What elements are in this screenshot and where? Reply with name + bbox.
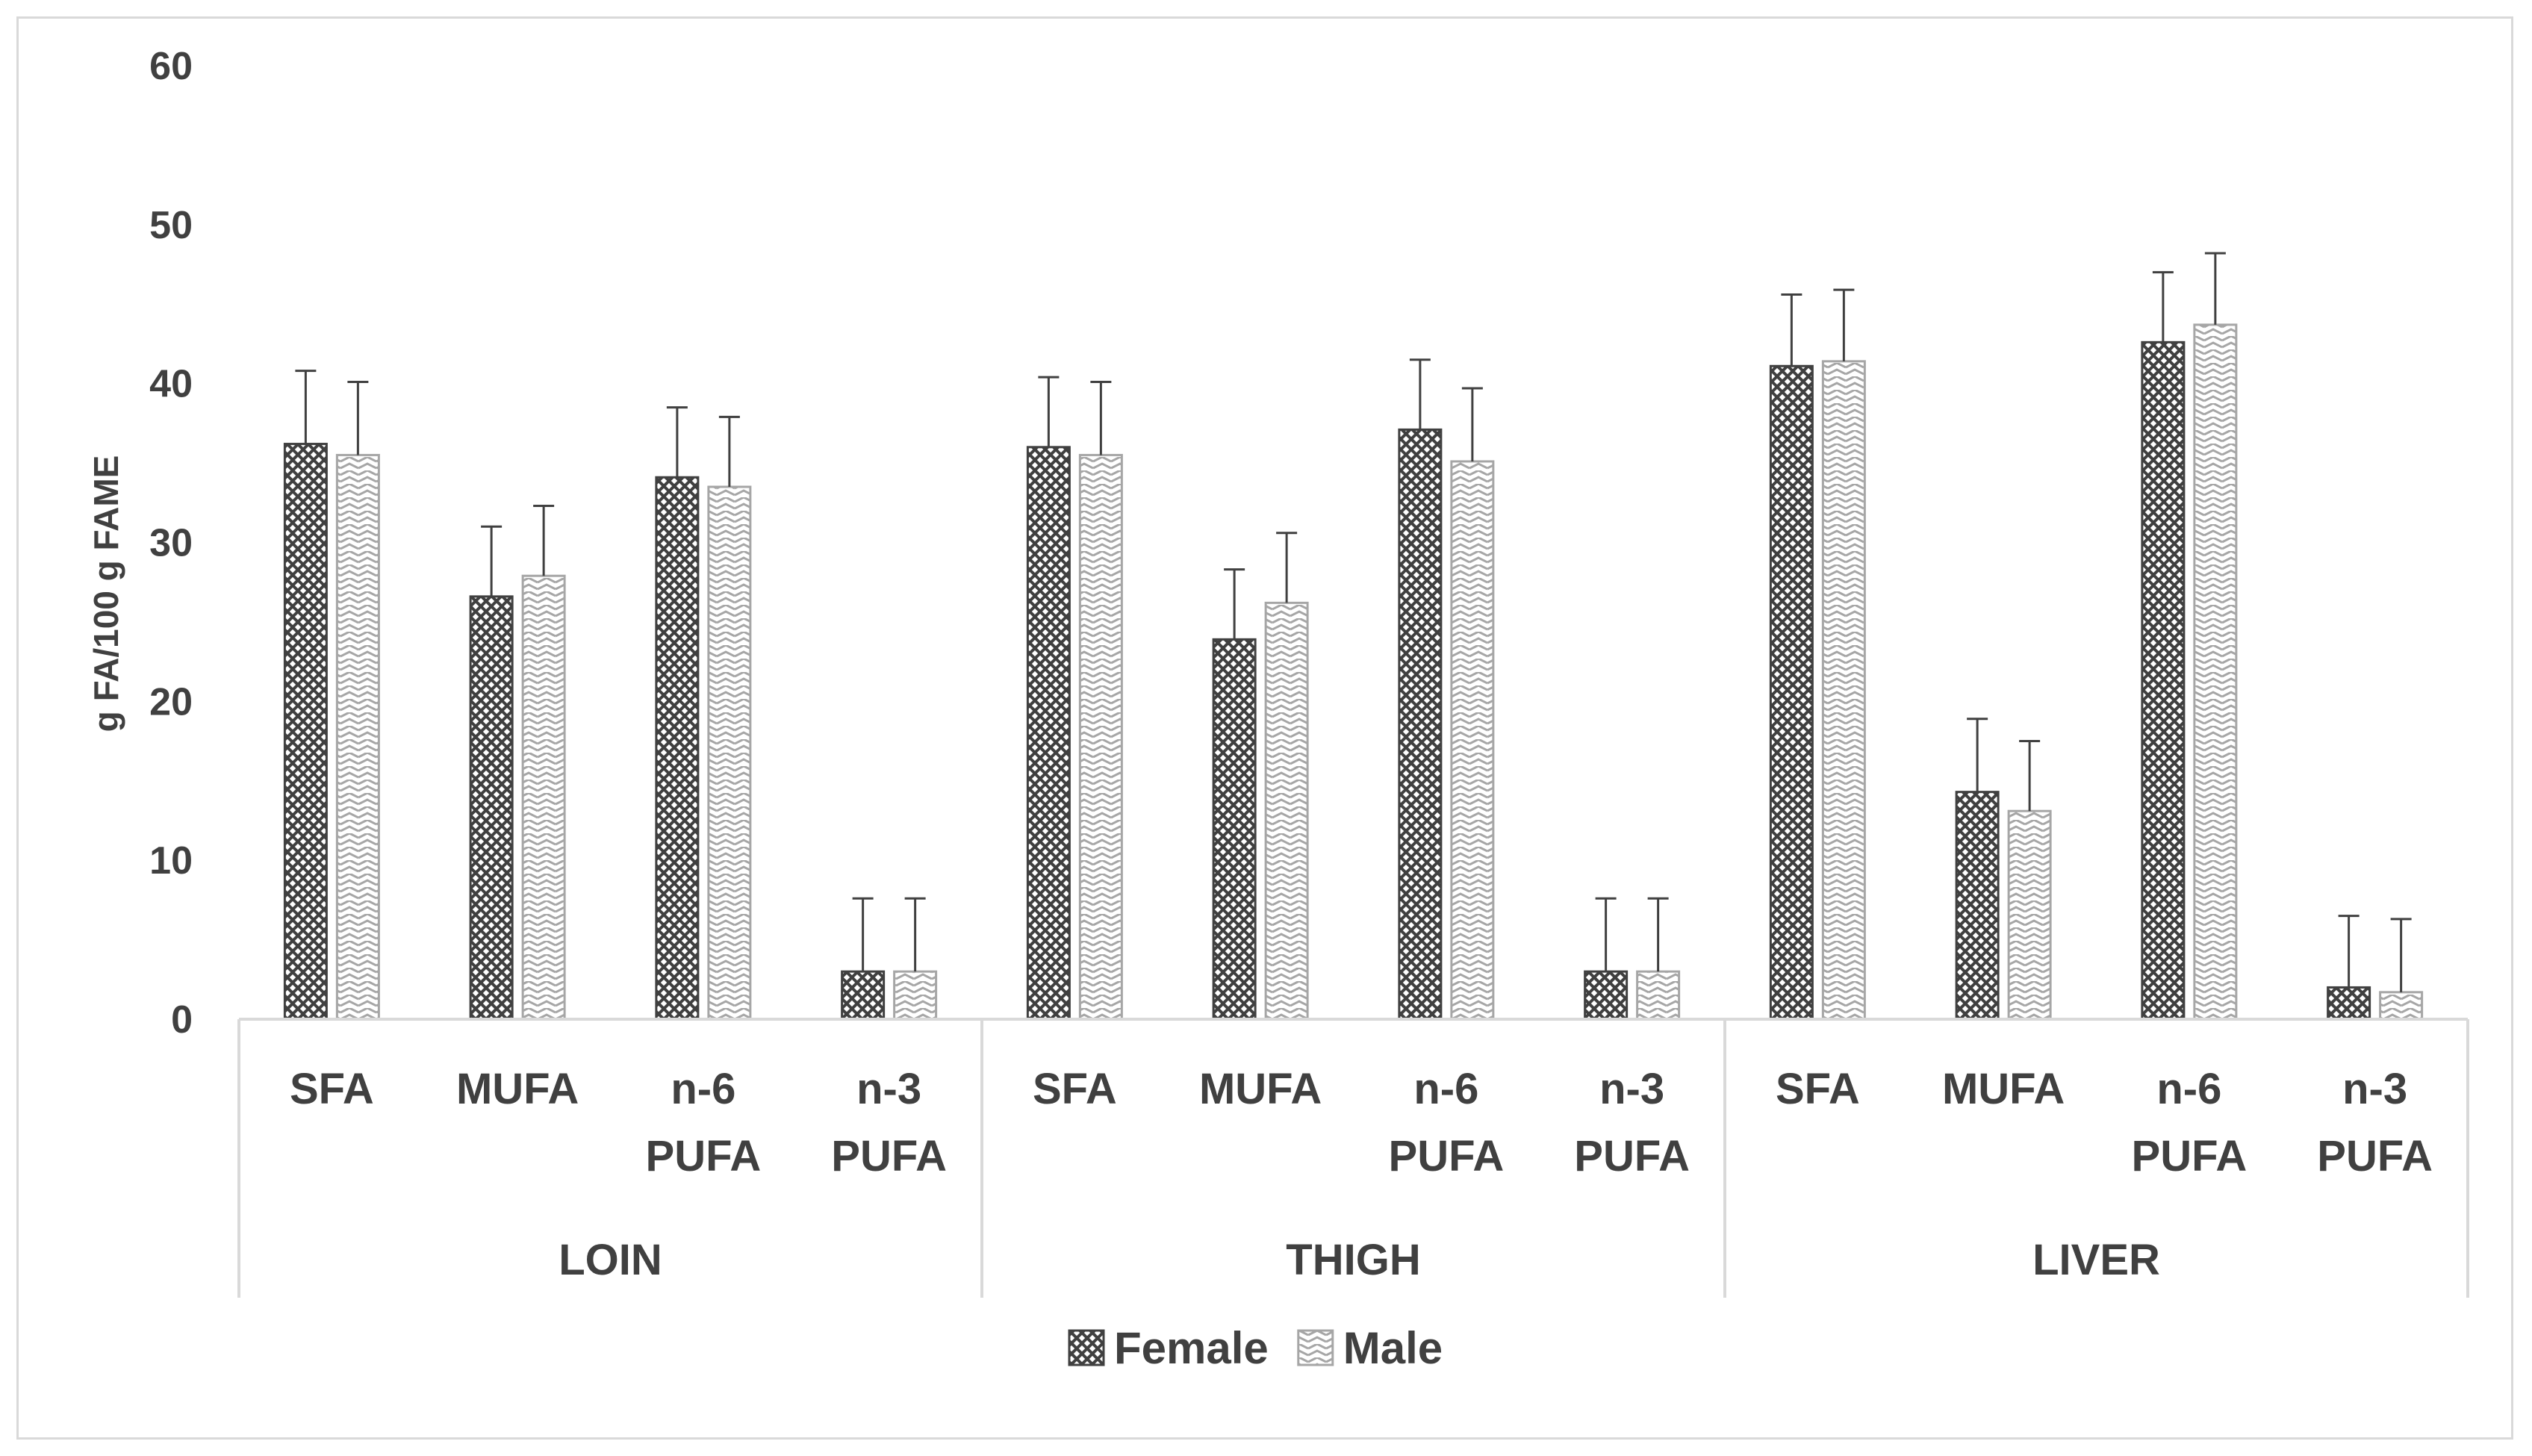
bar-female-thigh-sfa [1026, 446, 1071, 1021]
bar-female-liver-n-6-pufa [2141, 340, 2186, 1021]
bar-female-liver-n-3-pufa [2327, 986, 2371, 1021]
x-category-label: n-3 [1599, 1065, 1664, 1113]
y-tick-label: 40 [149, 363, 193, 406]
x-group-label-thigh: THIGH [1286, 1236, 1420, 1284]
bar-female-loin-sfa [283, 443, 328, 1021]
bar-male-loin-mufa [521, 574, 566, 1021]
x-group-label-loin: LOIN [559, 1236, 662, 1284]
bars [283, 323, 2424, 1021]
y-tick-label: 50 [149, 204, 193, 247]
x-category-label: n-6 [671, 1065, 735, 1113]
bar-male-liver-sfa [1821, 360, 1866, 1021]
x-category-label: SFA [290, 1065, 374, 1113]
bar-male-loin-sfa [335, 453, 380, 1021]
x-category-label: n-6 [2156, 1065, 2221, 1113]
x-category-label: SFA [1776, 1065, 1860, 1113]
bar-female-thigh-n-3-pufa [1584, 970, 1629, 1021]
bar-female-loin-n-6-pufa [655, 476, 700, 1021]
bar-male-liver-n-6-pufa [2193, 323, 2238, 1021]
y-tick-label: 20 [149, 680, 193, 724]
y-axis-title: g FA/100 g FAME [87, 455, 125, 732]
bar-female-thigh-mufa [1212, 638, 1257, 1021]
legend: Female Male [1068, 1323, 1443, 1373]
bar-female-liver-mufa [1955, 791, 2000, 1021]
legend-label-male: Male [1343, 1323, 1443, 1373]
x-category-label: MUFA [1942, 1065, 2065, 1113]
bar-male-loin-n-3-pufa [893, 970, 938, 1021]
bar-male-thigh-mufa [1264, 601, 1309, 1021]
x-category-label: SFA [1033, 1065, 1117, 1113]
x-category-label: MUFA [456, 1065, 579, 1113]
x-category-label: PUFA [831, 1132, 947, 1180]
bar-male-liver-mufa [2007, 809, 2052, 1021]
x-category-label: MUFA [1199, 1065, 1322, 1113]
legend-label-female: Female [1114, 1323, 1269, 1373]
x-category-label: n-3 [2342, 1065, 2407, 1113]
x-category-label: PUFA [1574, 1132, 1690, 1180]
bar-female-loin-n-3-pufa [841, 970, 886, 1021]
bar-male-thigh-n-3-pufa [1636, 970, 1681, 1021]
legend-swatch-female [1068, 1329, 1105, 1366]
y-tick-label: 0 [171, 998, 193, 1042]
x-category-label: n-6 [1413, 1065, 1478, 1113]
y-tick-label: 30 [149, 522, 193, 565]
bar-male-thigh-n-6-pufa [1450, 460, 1495, 1021]
y-tick-label: 10 [149, 839, 193, 883]
bar-female-liver-sfa [1769, 364, 1814, 1021]
y-axis: 0 10 20 30 40 50 60 [149, 45, 193, 1042]
error-bars [295, 252, 2412, 992]
y-tick-label: 60 [149, 45, 193, 88]
legend-swatch-male [1297, 1329, 1334, 1366]
x-group-label-liver: LIVER [2032, 1236, 2160, 1284]
bar-female-thigh-n-6-pufa [1398, 428, 1443, 1021]
x-category-label: PUFA [2317, 1132, 2433, 1180]
x-category-label: n-3 [856, 1065, 921, 1113]
bar-male-thigh-sfa [1078, 453, 1123, 1021]
bar-female-loin-mufa [469, 595, 514, 1021]
x-category-label: PUFA [2132, 1132, 2248, 1180]
x-category-label: PUFA [1389, 1132, 1505, 1180]
bar-male-loin-n-6-pufa [707, 485, 752, 1021]
bar-male-liver-n-3-pufa [2379, 991, 2424, 1021]
x-category-label: PUFA [646, 1132, 762, 1180]
x-axis: SFA MUFA n-6 PUFA n-3 PUFA SFA MUFA n-6 PUFA n-3 PU… [237, 1018, 2469, 1298]
